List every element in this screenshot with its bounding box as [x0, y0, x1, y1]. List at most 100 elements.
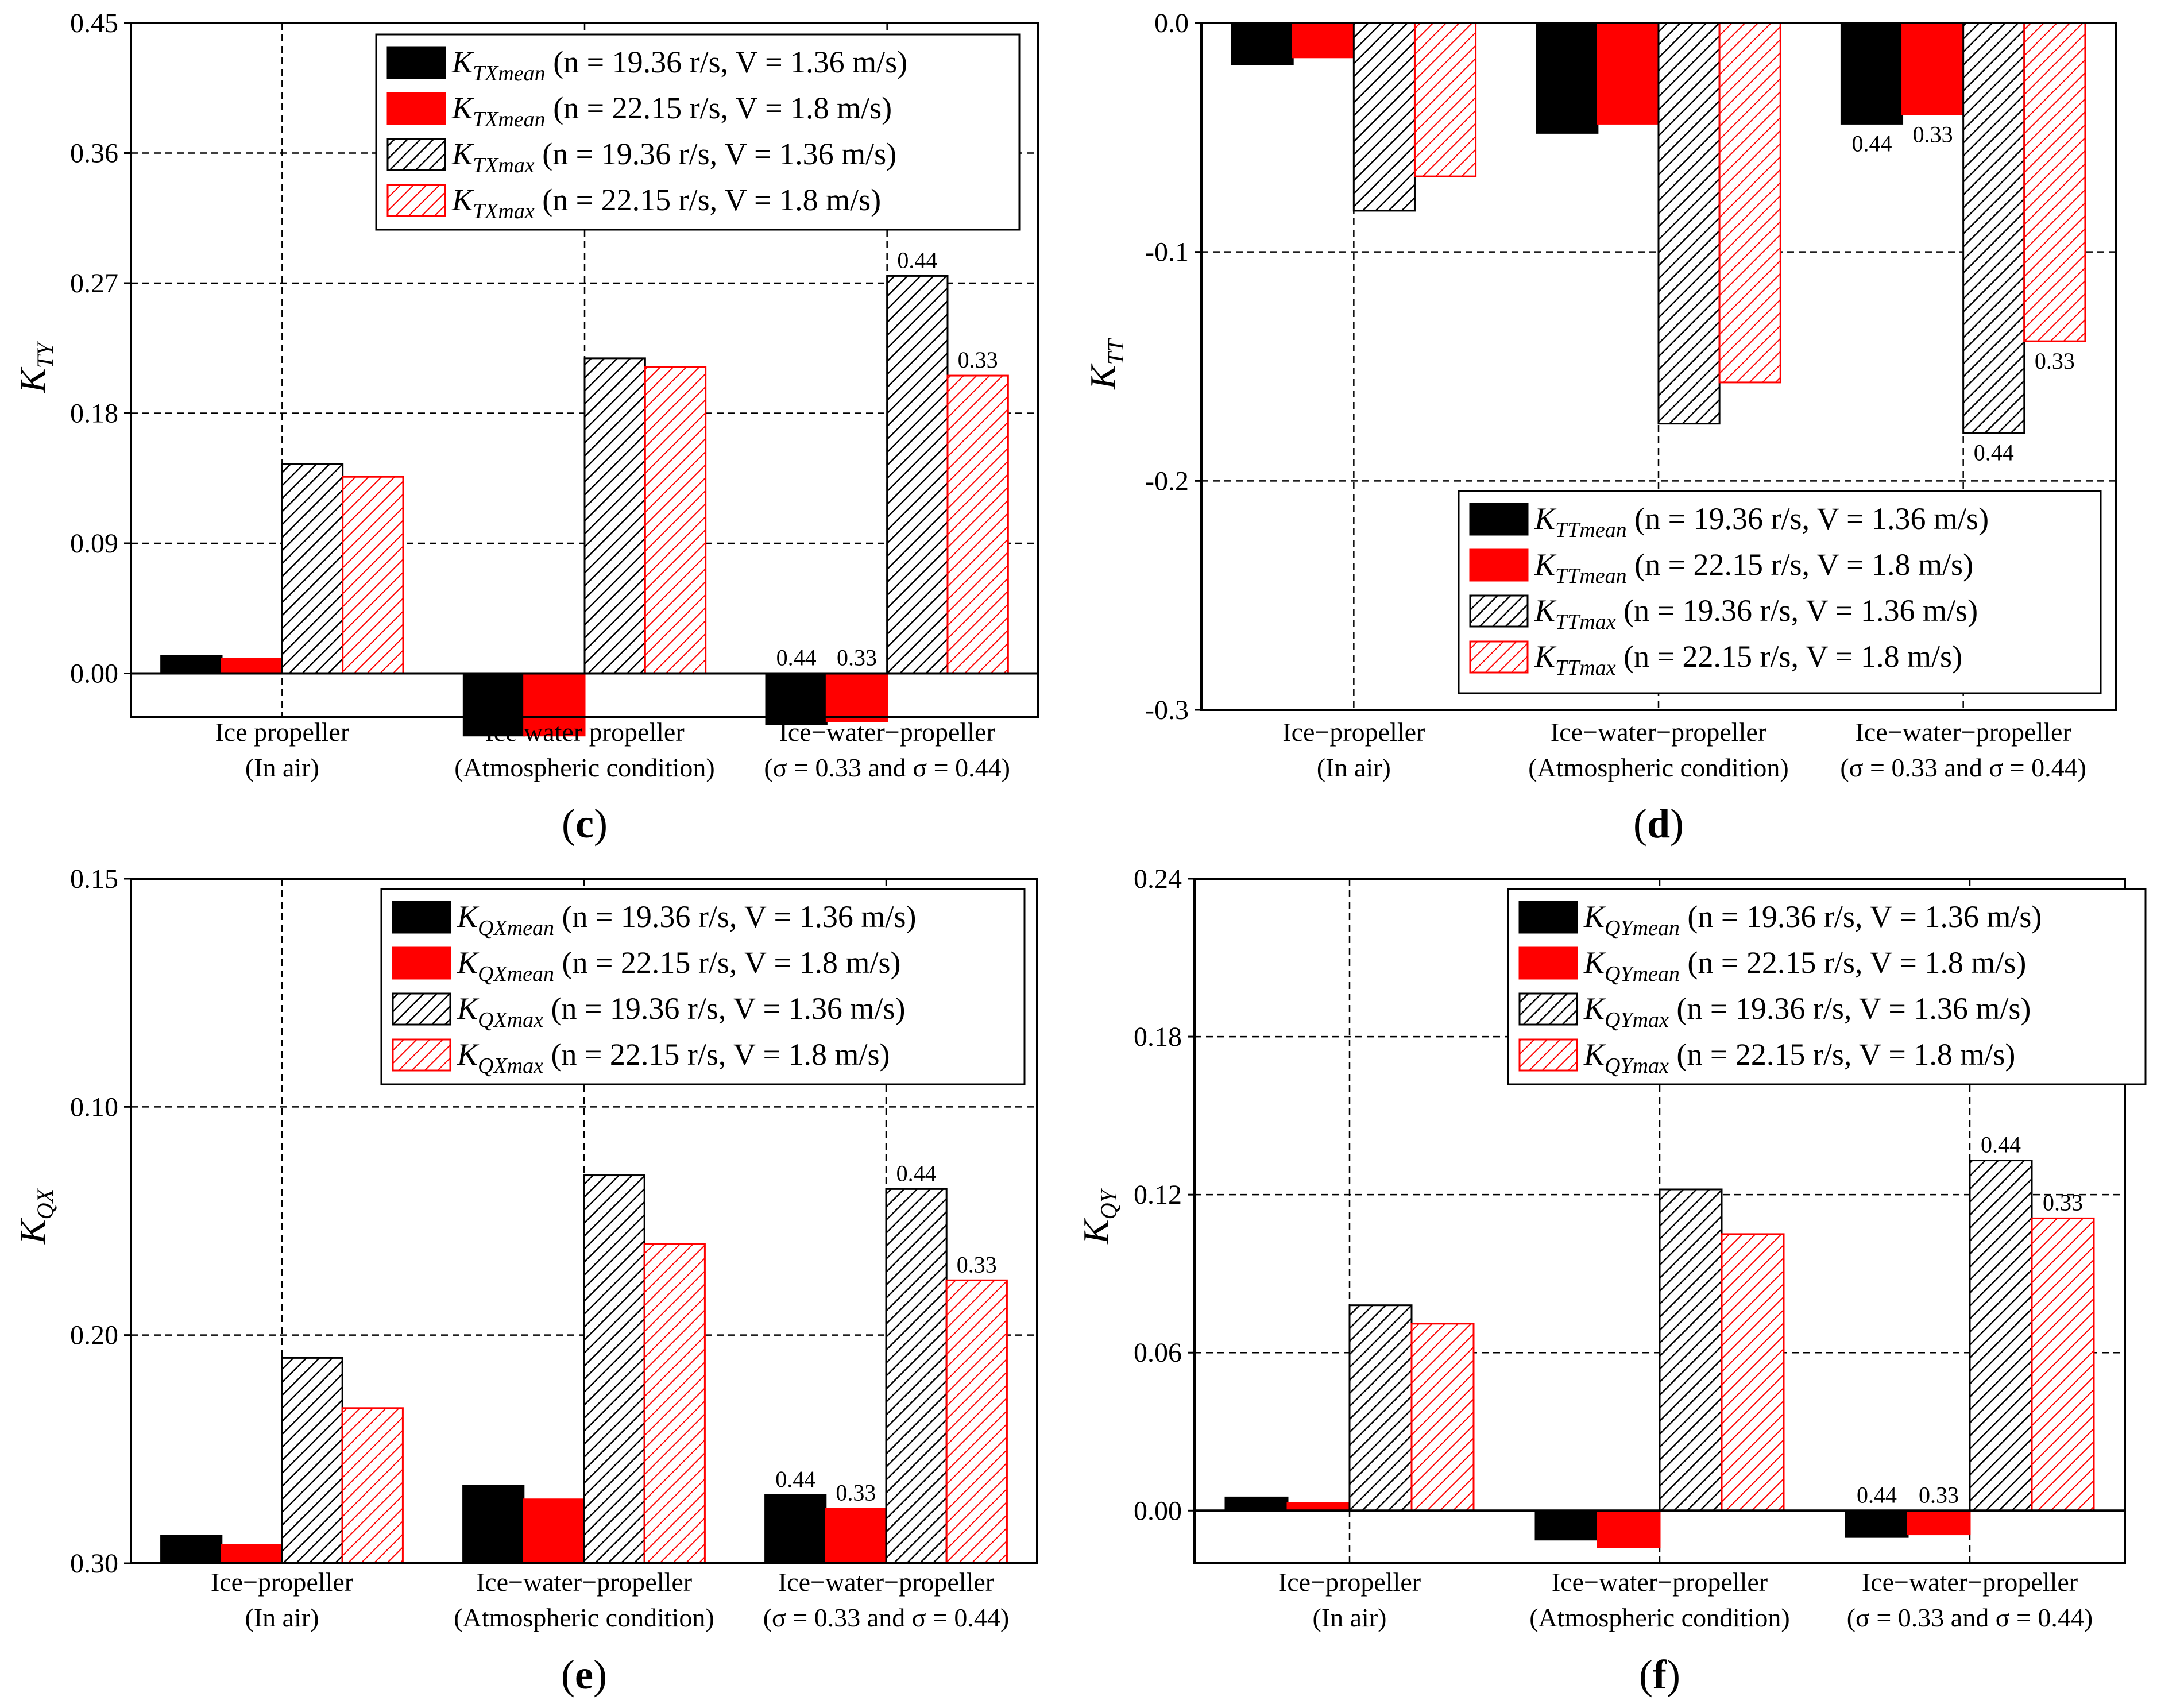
- legend-swatch: [1518, 901, 1578, 934]
- category-label: Ice−water−propeller: [1856, 717, 2071, 747]
- category-label: Ice−water−propeller: [779, 717, 995, 747]
- panel-f: 0.00 0.06 0.12 0.18 0.24 0.44 0.33 0.44 0.33 Ice−…: [1076, 864, 2147, 1698]
- bar-d-s1-c0: [1292, 22, 1355, 59]
- bar-f-s2-c1: [1659, 1188, 1723, 1512]
- panel-c: 0.00 0.09 0.18 0.27 0.36 0.45 0.44 0.33 0.44 0.33…: [12, 8, 1039, 847]
- bar-c-s1-c0: [221, 658, 283, 675]
- y-tick-label: -0.2: [1145, 466, 1189, 496]
- category-label: (In air): [245, 1603, 319, 1632]
- y-tick-label: 0.12: [1134, 1180, 1182, 1210]
- y-axis-label: KQY: [1076, 1188, 1122, 1245]
- bar-d-s0-c1: [1536, 22, 1599, 134]
- legend-entry: KTXmean (n = 19.36 r/s, V = 1.36 m/s): [451, 45, 907, 86]
- category-label: (Atmospheric condition): [454, 1603, 714, 1632]
- legend-entry: KQYmean (n = 22.15 r/s, V = 1.8 m/s): [1583, 945, 2026, 986]
- sigma-annotation: 0.33: [2035, 348, 2075, 374]
- bar-e-s3-c0: [341, 1407, 404, 1564]
- bar-e-s0-c0: [160, 1535, 223, 1564]
- sigma-annotation: 0.44: [896, 1160, 937, 1186]
- legend-swatch: [1518, 992, 1578, 1026]
- panel-d: 0.0 -0.1 -0.2 -0.3 0.44 0.33 0.44 0.33 Ice−prope…: [1083, 8, 2117, 847]
- sigma-annotation: 0.44: [897, 247, 937, 273]
- legend-entry: KQXmean (n = 19.36 r/s, V = 1.36 m/s): [457, 899, 916, 940]
- legend-entry: KTTmax (n = 22.15 r/s, V = 1.8 m/s): [1534, 639, 1962, 680]
- y-tick-label: 0.00: [1134, 1496, 1182, 1526]
- bar-d-s0-c2: [1840, 22, 1904, 125]
- category-label: (Atmospheric condition): [1528, 753, 1789, 782]
- bar-f-s0-c0: [1224, 1496, 1289, 1512]
- bar-c-s1-c2: [825, 673, 888, 722]
- legend-swatch: [386, 184, 446, 217]
- bar-f-s3-c0: [1410, 1323, 1475, 1512]
- category-label: Ice−propeller: [1282, 717, 1425, 747]
- y-tick-label: 0.27: [70, 268, 118, 299]
- bar-e-s1-c2: [825, 1508, 887, 1564]
- legend-swatch: [386, 46, 446, 79]
- legend-swatch: [1518, 1038, 1578, 1072]
- legend-swatch: [392, 1038, 451, 1072]
- y-tick-label: 0.36: [70, 138, 118, 169]
- category-label: (σ = 0.33 and σ = 0.44): [763, 1603, 1010, 1632]
- sigma-annotation: 0.33: [836, 1480, 876, 1506]
- category-label: (In air): [1313, 1603, 1387, 1632]
- legend-box: [1458, 490, 2102, 694]
- category-label: (σ = 0.33 and σ = 0.44): [764, 753, 1010, 782]
- category-label: Ice propeller: [215, 717, 349, 747]
- legend-entry: KTTmax (n = 19.36 r/s, V = 1.36 m/s): [1534, 593, 1978, 634]
- sigma-annotation: 0.44: [1981, 1132, 2021, 1158]
- legend-box: [375, 33, 1021, 231]
- bar-c-s3-c0: [342, 476, 404, 674]
- panel-e: 0.15 0.10 0.20 0.30 0.44 0.33 0.44 0.33 Ice−prop…: [12, 864, 1038, 1698]
- y-tick-label: 0.18: [70, 399, 118, 429]
- bar-c-s2-c1: [583, 357, 646, 674]
- legend-entry: KTXmean (n = 22.15 r/s, V = 1.8 m/s): [451, 91, 892, 132]
- legend: KTTmean (n = 19.36 r/s, V = 1.36 m/s) KTT…: [1458, 490, 2102, 694]
- y-axis-label: KTY: [12, 341, 58, 393]
- category-label: Ice−water−propeller: [1552, 1567, 1768, 1597]
- bar-d-s3-c1: [1718, 22, 1781, 384]
- legend-entry: KQXmax (n = 19.36 r/s, V = 1.36 m/s): [457, 991, 905, 1032]
- category-label: (In air): [1317, 753, 1391, 782]
- category-label: (Atmospheric condition): [1529, 1603, 1790, 1632]
- y-tick-label: 0.10: [70, 1092, 118, 1122]
- sigma-annotation: 0.33: [957, 1251, 997, 1277]
- y-tick-label: 0.00: [70, 659, 118, 689]
- category-label: Ice−propeller: [1278, 1567, 1421, 1597]
- plot-frame: [1193, 878, 2126, 1564]
- sigma-annotation: 0.44: [1857, 1482, 1897, 1508]
- category-label: (Atmospheric condition): [454, 753, 715, 782]
- legend-swatch: [392, 946, 451, 980]
- bar-d-s3-c0: [1413, 22, 1477, 177]
- bar-e-s0-c2: [764, 1494, 827, 1564]
- bar-c-s2-c0: [281, 463, 344, 674]
- bar-c-s3-c1: [644, 366, 707, 674]
- legend-swatch: [1518, 946, 1578, 980]
- sigma-annotation: 0.33: [958, 347, 998, 373]
- bar-e-s2-c2: [885, 1188, 948, 1564]
- legend-swatch: [1469, 548, 1529, 582]
- y-tick-label: 0.06: [1134, 1338, 1182, 1368]
- sigma-annotation: 0.44: [1974, 440, 2014, 466]
- legend-entry: KQYmax (n = 19.36 r/s, V = 1.36 m/s): [1583, 991, 2031, 1032]
- y-tick-label: -0.3: [1145, 695, 1189, 725]
- y-axis-label: KQX: [12, 1188, 58, 1245]
- bar-e-s2-c1: [583, 1174, 645, 1564]
- bar-f-s3-c1: [1721, 1233, 1785, 1512]
- sigma-annotation: 0.33: [1913, 121, 1953, 147]
- bar-c-s2-c2: [886, 275, 949, 674]
- legend-entry: KQXmean (n = 22.15 r/s, V = 1.8 m/s): [457, 945, 900, 986]
- legend: KTXmean (n = 19.36 r/s, V = 1.36 m/s) KTX…: [375, 33, 1021, 231]
- bar-d-s0-c0: [1231, 22, 1294, 65]
- bar-f-s1-c2: [1907, 1509, 1971, 1536]
- sigma-annotation: 0.33: [837, 645, 877, 671]
- category-label: Ice−propeller: [211, 1567, 353, 1597]
- y-tick-label: 0.15: [70, 864, 118, 894]
- legend-entry: KTTmean (n = 22.15 r/s, V = 1.8 m/s): [1534, 547, 1973, 588]
- legend-entry: KTXmax (n = 19.36 r/s, V = 1.36 m/s): [451, 137, 896, 177]
- panel-tag: (d): [1633, 801, 1684, 847]
- category-label: (In air): [245, 753, 319, 782]
- category-label: (σ = 0.33 and σ = 0.44): [1847, 1603, 2093, 1632]
- legend-box: [1507, 888, 2147, 1085]
- category-label: Ice−water−propeller: [778, 1567, 994, 1597]
- y-tick-label: 0.09: [70, 528, 118, 559]
